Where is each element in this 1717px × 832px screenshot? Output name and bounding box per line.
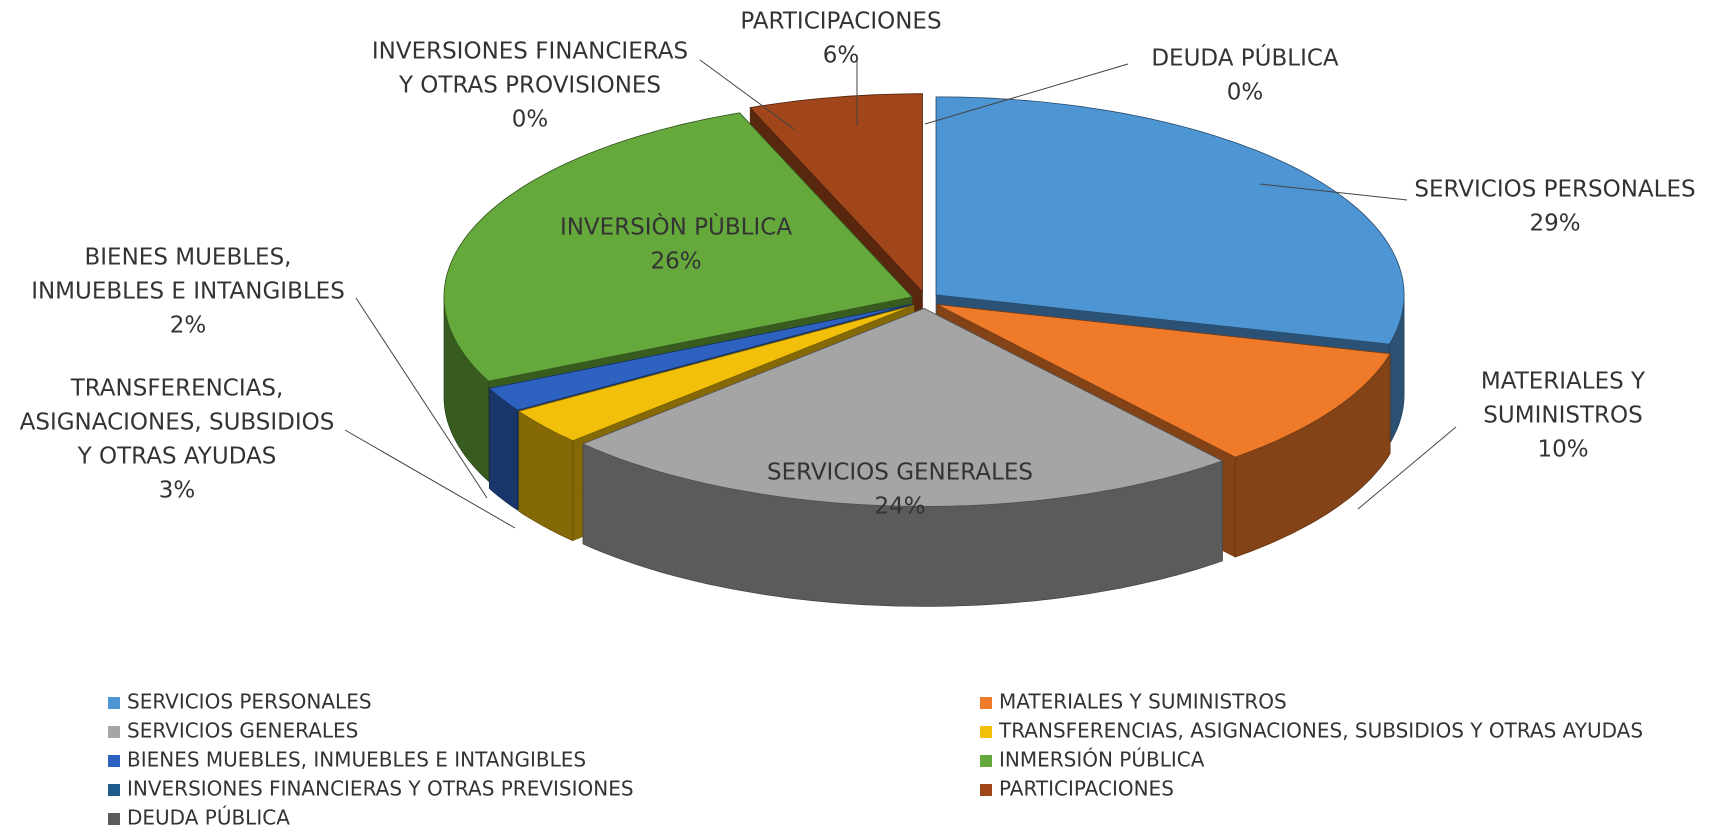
legend-label: SERVICIOS GENERALES xyxy=(127,719,358,743)
value-label: 0% xyxy=(512,107,549,133)
legend-label: DEUDA PÚBLICA xyxy=(127,806,290,830)
legend-swatch xyxy=(108,784,120,796)
legend-swatch xyxy=(980,726,992,738)
slice-top xyxy=(517,304,915,442)
slice xyxy=(581,307,1224,607)
data-label: INVERSIONES FINANCIERAS xyxy=(372,39,688,65)
data-label: SUMINISTROS xyxy=(1483,403,1642,429)
legend-swatch xyxy=(108,697,120,709)
data-label: ASIGNACIONES, SUBSIDIOS xyxy=(20,410,335,436)
legend-swatch xyxy=(980,697,992,709)
value-label: 0% xyxy=(1227,80,1264,106)
slice-top xyxy=(488,303,913,411)
slice-top xyxy=(936,304,1391,458)
value-label: 3% xyxy=(159,478,196,504)
leader-line xyxy=(344,429,516,529)
legend-swatch xyxy=(108,726,120,738)
data-label: Y OTRAS PROVISIONES xyxy=(398,73,661,99)
leader-line xyxy=(1357,426,1457,510)
slice-top xyxy=(581,307,1224,507)
legend-label: INVERSIONES FINANCIERAS Y OTRAS PREVISIO… xyxy=(127,777,634,801)
leader-line xyxy=(355,297,488,499)
data-label: DEUDA PÚBLICA xyxy=(1151,44,1339,72)
data-label: PARTICIPACIONES xyxy=(740,9,941,35)
data-label: INMUEBLES E INTANGIBLES xyxy=(31,279,345,305)
data-label: INVERSIÒN PÙBLICA xyxy=(560,213,792,241)
legend-swatch xyxy=(980,784,992,796)
slice-top xyxy=(935,96,1405,345)
leader-line xyxy=(1259,183,1408,201)
slice-top xyxy=(749,93,923,293)
data-label: TRANSFERENCIAS, xyxy=(70,376,284,402)
value-label: 24% xyxy=(874,494,925,520)
value-label: 29% xyxy=(1529,211,1580,237)
legend-swatch xyxy=(108,755,120,767)
legend-label: MATERIALES Y SUMINISTROS xyxy=(999,690,1287,714)
legend-swatch xyxy=(980,755,992,767)
data-label: BIENES MUEBLES, xyxy=(85,245,292,271)
legend-swatch xyxy=(108,813,120,825)
legend-label: PARTICIPACIONES xyxy=(999,777,1174,801)
legend-label: TRANSFERENCIAS, ASIGNACIONES, SUBSIDIOS … xyxy=(998,719,1643,743)
legend-label: SERVICIOS PERSONALES xyxy=(127,690,372,714)
data-label: MATERIALES Y xyxy=(1481,369,1646,395)
slice-top xyxy=(443,112,913,382)
value-label: 6% xyxy=(823,43,860,69)
value-label: 2% xyxy=(170,313,207,339)
data-label: SERVICIOS GENERALES xyxy=(767,460,1033,486)
leader-line xyxy=(924,63,1129,125)
leader-line xyxy=(699,59,795,130)
data-label: Y OTRAS AYUDAS xyxy=(77,444,277,470)
value-label: 10% xyxy=(1537,437,1588,463)
legend-label: BIENES MUEBLES, INMUEBLES E INTANGIBLES xyxy=(127,748,586,772)
data-label: SERVICIOS PERSONALES xyxy=(1414,177,1695,203)
legend-label: INMERSIÓN PÚBLICA xyxy=(999,748,1205,772)
value-label: 26% xyxy=(650,249,701,275)
